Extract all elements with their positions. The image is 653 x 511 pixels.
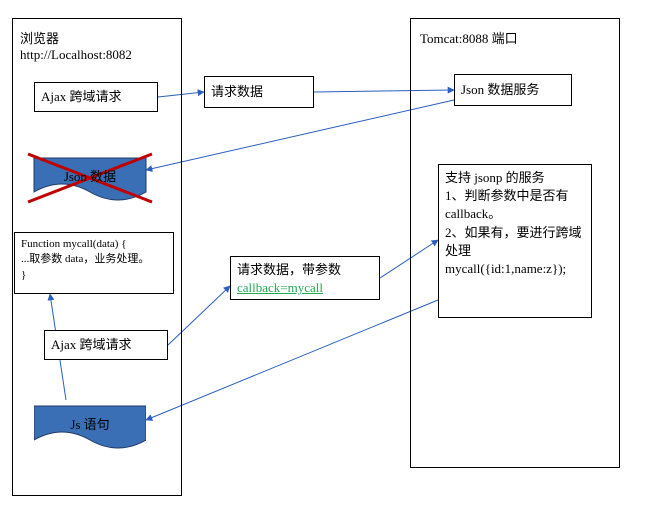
jsonp-service-text: 支持 jsonp 的服务 1、判断参数中是否有 callback。 2、如果有，… [445, 169, 585, 278]
json-service-label: Json 数据服务 [461, 81, 539, 99]
browser-title-line1: 浏览器 [20, 28, 170, 47]
js-statement-label: Js 语句 [34, 414, 146, 433]
ajax-request-2-label: Ajax 跨域请求 [51, 336, 132, 354]
json-data-label: Json 数据 [34, 166, 146, 185]
request-with-callback-line2: callback=mycall [237, 279, 373, 297]
server-title: Tomcat:8088 端口 [420, 28, 610, 47]
callback-function-box: Function mycall(data) { ...取参数 data，业务处理… [14, 232, 174, 294]
ajax-request-1-label: Ajax 跨域请求 [41, 88, 122, 106]
request-with-callback-line1: 请求数据，带参数 [237, 261, 373, 279]
request-data-box: 请求数据 [204, 76, 314, 108]
json-service-box: Json 数据服务 [454, 74, 572, 106]
js-statement: Js 语句 [34, 398, 146, 448]
browser-title: 浏览器 http://Localhost:8082 [20, 28, 170, 63]
browser-title-line2: http://Localhost:8082 [20, 47, 170, 63]
json-data-blocked: Json 数据 [34, 150, 146, 200]
request-data-label: 请求数据 [211, 83, 263, 101]
ajax-request-1: Ajax 跨域请求 [34, 82, 158, 112]
request-with-callback-box: 请求数据，带参数 callback=mycall [230, 256, 380, 300]
ajax-request-2: Ajax 跨域请求 [44, 330, 168, 360]
callback-function-code: Function mycall(data) { ...取参数 data，业务处理… [21, 237, 167, 283]
jsonp-service-box: 支持 jsonp 的服务 1、判断参数中是否有 callback。 2、如果有，… [438, 164, 592, 318]
diagram-stage: 浏览器 http://Localhost:8082 Ajax 跨域请求 Json… [0, 0, 653, 511]
